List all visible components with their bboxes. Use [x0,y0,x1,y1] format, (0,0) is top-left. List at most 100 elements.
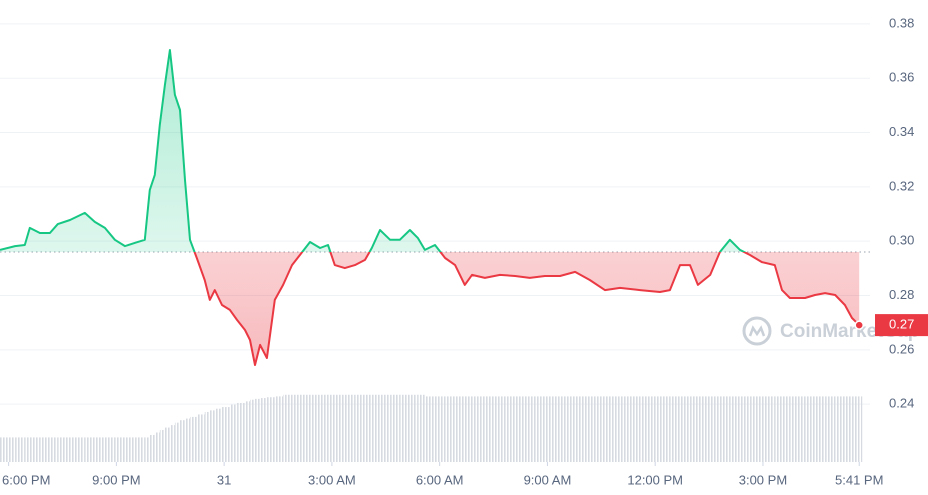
y-tick-label: 0.36 [889,70,914,85]
volume-bar [299,394,310,462]
volume-bar [804,396,816,462]
volume-bar [214,408,222,462]
volume-bar [135,437,145,462]
volume-bar [144,437,150,462]
volume-bar [515,396,530,462]
volume-bar [154,432,160,462]
volume-bar [781,396,790,462]
volume-bar [424,396,435,462]
volume-bar [435,396,446,462]
volume-bar [825,396,836,462]
x-tick-label: 3:00 AM [308,472,356,487]
volume-bar [84,437,95,462]
volume-bar [104,437,115,462]
volume-bar [815,396,826,462]
volume-bar [196,414,205,462]
y-tick-label: 0.24 [889,396,914,411]
volume-bar [184,418,191,462]
volume-bar [292,394,300,462]
volume-bar [221,407,230,462]
x-tick-label: 6:00 AM [416,472,464,487]
watermark-logo-mark [748,325,766,337]
y-tick-label: 0.28 [889,287,914,302]
volume-bar [409,394,418,462]
volume-bar [399,394,410,462]
volume-bar [159,430,165,462]
x-tick-label: 3:00 PM [739,472,787,487]
volume-bar [464,396,472,462]
volume-bar [164,427,170,462]
last-point [854,320,864,330]
current-price-label: 0.27 [889,317,914,332]
volume-bar [57,437,71,462]
volume-bar [789,396,805,462]
x-tick-label: 6:00 PM [2,472,50,487]
y-tick-label: 0.30 [889,233,914,248]
y-tick-label: 0.34 [889,124,914,139]
volume-bar [274,396,284,462]
volume-bar [710,396,720,462]
volume-bar [29,437,40,462]
volume-bar [334,394,345,462]
watermark-logo [742,316,772,346]
price-line-up [0,49,747,253]
volume-bar [589,396,605,462]
volume-bar [250,399,256,462]
volume-bar [471,396,485,462]
volume-bar [697,396,711,462]
volume-bar [529,396,545,462]
volume-bar [70,437,85,462]
volume-bar [320,394,328,462]
volume-bar [560,396,576,462]
volume-bar [39,437,50,462]
volume-bar [94,437,105,462]
volume-bar [719,396,730,462]
volume-bar [852,396,860,462]
x-tick-label: 31 [217,472,231,487]
volume-bar [354,394,365,462]
area-up [0,50,860,253]
volume-bar [237,402,245,462]
volume-bar [149,434,155,462]
volume-bar [604,396,620,462]
area-down [194,252,860,365]
volume-bar [174,422,180,462]
volume-bar [125,437,136,462]
volume-bar [484,396,501,462]
volume-bar [364,394,372,462]
volume-bar [417,394,425,462]
volume-bar [260,398,267,462]
volume-bar [750,396,762,462]
volume-bar [255,398,261,462]
volume-bar [344,394,355,462]
volume-bar [0,437,16,462]
volume-bar [669,396,680,462]
volume-bar [15,437,25,462]
volume-bar [690,396,698,462]
volume-bar [204,411,210,462]
x-tick-label: 5:41 PM [835,472,883,487]
volume-bar [179,420,185,462]
volume-bar [309,394,321,462]
volume-bar [859,396,863,462]
volume-bar [544,396,561,462]
x-tick-label: 9:00 PM [92,472,140,487]
x-tick-label: 9:00 AM [524,472,572,487]
x-tick-label: 12:00 PM [627,472,683,487]
volume-bar [266,397,275,462]
volume-bar [327,394,335,462]
volume-bar [761,396,775,462]
y-tick-label: 0.38 [889,15,914,30]
volume-bar [679,396,691,462]
volume-bar [169,425,175,462]
y-tick-label: 0.32 [889,178,914,193]
current-price-tag [875,314,928,337]
volume-bar [739,396,751,462]
volume-bar [729,396,740,462]
y-tick-label: 0.26 [889,341,914,356]
volume-bar [619,396,641,462]
volume-bar [380,394,391,462]
volume-bar [283,394,293,462]
volume-bar [244,401,251,462]
